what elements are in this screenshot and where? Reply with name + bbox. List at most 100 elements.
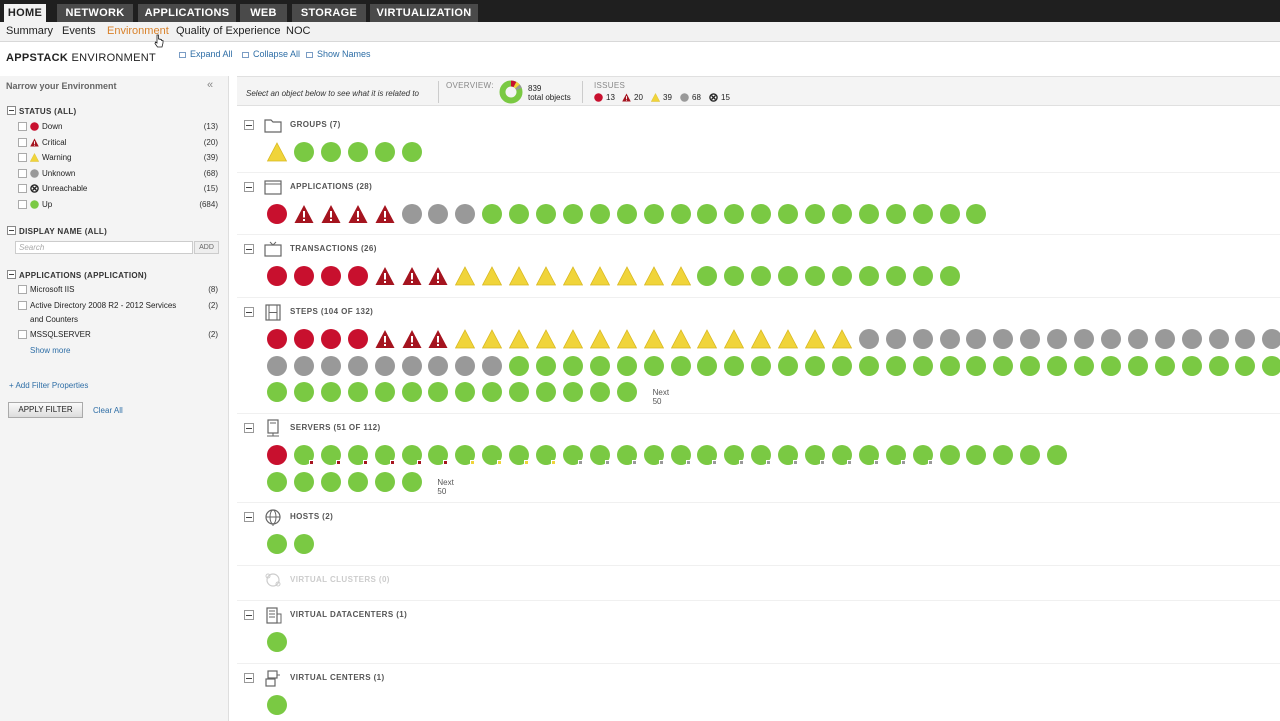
up-status-object[interactable] <box>912 204 933 224</box>
section-title[interactable]: HOSTS (2) <box>290 512 334 521</box>
collapse-section-icon[interactable] <box>7 226 16 235</box>
warning-status-object[interactable] <box>589 329 610 349</box>
critical-status-object[interactable] <box>375 329 395 349</box>
unknown-status-object[interactable] <box>428 204 449 224</box>
section-title[interactable]: TRANSACTIONS (26) <box>290 244 377 253</box>
up-status-object[interactable] <box>1208 355 1229 376</box>
section-title[interactable]: GROUPS (7) <box>290 120 341 129</box>
critical-status-object[interactable] <box>348 204 368 224</box>
down-status-object[interactable] <box>293 266 314 286</box>
subnav-noc[interactable]: NOC <box>286 25 311 37</box>
collapse-section-icon[interactable] <box>244 423 254 433</box>
up-status-object[interactable] <box>509 204 530 224</box>
unknown-status-object[interactable] <box>1208 329 1229 349</box>
up-status-object[interactable] <box>724 266 745 286</box>
critical-status-object[interactable] <box>402 329 422 349</box>
critical-status-object[interactable] <box>294 204 314 224</box>
unknown-status-object[interactable] <box>455 355 476 376</box>
checkbox[interactable] <box>18 184 27 194</box>
checkbox[interactable] <box>18 301 27 310</box>
up-status-object[interactable] <box>1047 445 1068 465</box>
up-status-object[interactable] <box>697 445 718 465</box>
up-status-object[interactable] <box>724 445 745 465</box>
next-page-link[interactable]: Next 50 <box>437 477 454 496</box>
unknown-status-object[interactable] <box>939 329 960 349</box>
up-status-object[interactable] <box>751 445 772 465</box>
up-status-object[interactable] <box>347 471 368 492</box>
subnav-quality-of-experience[interactable]: Quality of Experience <box>176 25 281 37</box>
checkbox[interactable] <box>18 200 27 209</box>
tab-network[interactable]: NETWORK <box>57 4 133 22</box>
up-status-object[interactable] <box>912 355 933 376</box>
up-status-object[interactable] <box>885 266 906 286</box>
unknown-status-object[interactable] <box>401 204 422 224</box>
up-status-object[interactable] <box>347 142 368 162</box>
up-status-object[interactable] <box>293 534 314 554</box>
collapse-all-link[interactable]: Collapse All <box>242 49 300 59</box>
up-status-object[interactable] <box>751 355 772 376</box>
down-status-object[interactable] <box>320 266 341 286</box>
tab-applications[interactable]: APPLICATIONS <box>138 4 236 22</box>
up-status-object[interactable] <box>939 355 960 376</box>
up-status-object[interactable] <box>401 142 422 162</box>
up-status-object[interactable] <box>509 445 530 465</box>
up-status-object[interactable] <box>293 382 314 403</box>
up-status-object[interactable] <box>1181 355 1202 376</box>
up-status-object[interactable] <box>1047 355 1068 376</box>
collapse-panel-icon[interactable]: « <box>207 79 214 91</box>
warning-status-object[interactable] <box>482 329 503 349</box>
warning-status-object[interactable] <box>778 329 799 349</box>
show-more-link[interactable]: Show more <box>30 346 71 355</box>
clear-all-link[interactable]: Clear All <box>93 406 123 415</box>
checkbox[interactable] <box>18 285 27 294</box>
unknown-status-object[interactable] <box>1100 329 1121 349</box>
collapse-section-icon[interactable] <box>244 673 254 683</box>
up-status-object[interactable] <box>562 355 583 376</box>
up-status-object[interactable] <box>1154 355 1175 376</box>
down-status-object[interactable] <box>320 329 341 349</box>
up-status-object[interactable] <box>1020 445 1041 465</box>
tab-storage[interactable]: STORAGE <box>292 4 366 22</box>
up-status-object[interactable] <box>428 445 449 465</box>
up-status-object[interactable] <box>455 445 476 465</box>
up-status-object[interactable] <box>1074 355 1094 376</box>
collapse-section-icon[interactable] <box>244 244 254 254</box>
tab-virtualization[interactable]: VIRTUALIZATION <box>370 4 478 22</box>
up-status-object[interactable] <box>643 445 664 465</box>
up-status-object[interactable] <box>562 445 583 465</box>
up-status-object[interactable] <box>347 382 368 403</box>
unknown-status-object[interactable] <box>1127 329 1148 349</box>
up-status-object[interactable] <box>374 445 395 465</box>
subnav-summary[interactable]: Summary <box>6 25 54 37</box>
unknown-status-object[interactable] <box>1154 329 1175 349</box>
up-status-object[interactable] <box>885 445 906 465</box>
up-status-object[interactable] <box>670 445 691 465</box>
warning-status-object[interactable] <box>831 329 852 349</box>
checkbox[interactable] <box>18 153 27 163</box>
up-status-object[interactable] <box>993 355 1014 376</box>
checkbox[interactable] <box>18 330 27 339</box>
up-status-object[interactable] <box>831 445 852 465</box>
checkbox[interactable] <box>18 168 27 178</box>
collapse-section-icon[interactable] <box>7 270 16 279</box>
up-status-object[interactable] <box>267 534 287 554</box>
up-status-object[interactable] <box>536 382 556 403</box>
up-status-object[interactable] <box>267 382 287 403</box>
down-status-object[interactable] <box>293 329 314 349</box>
unknown-status-object[interactable] <box>482 355 503 376</box>
up-status-object[interactable] <box>697 204 718 224</box>
section-title[interactable]: SERVERS (51 OF 112) <box>290 423 381 432</box>
unknown-status-object[interactable] <box>1181 329 1202 349</box>
warning-status-object[interactable] <box>455 329 476 349</box>
up-status-object[interactable] <box>778 445 799 465</box>
warning-status-object[interactable] <box>616 329 637 349</box>
warning-status-object[interactable] <box>482 266 503 286</box>
unknown-status-object[interactable] <box>428 355 449 376</box>
warning-status-object[interactable] <box>643 329 664 349</box>
warning-status-object[interactable] <box>562 266 583 286</box>
up-status-object[interactable] <box>616 382 637 403</box>
up-status-object[interactable] <box>912 445 933 465</box>
down-status-object[interactable] <box>267 329 287 349</box>
up-status-object[interactable] <box>805 204 825 224</box>
unknown-status-object[interactable] <box>293 355 314 376</box>
